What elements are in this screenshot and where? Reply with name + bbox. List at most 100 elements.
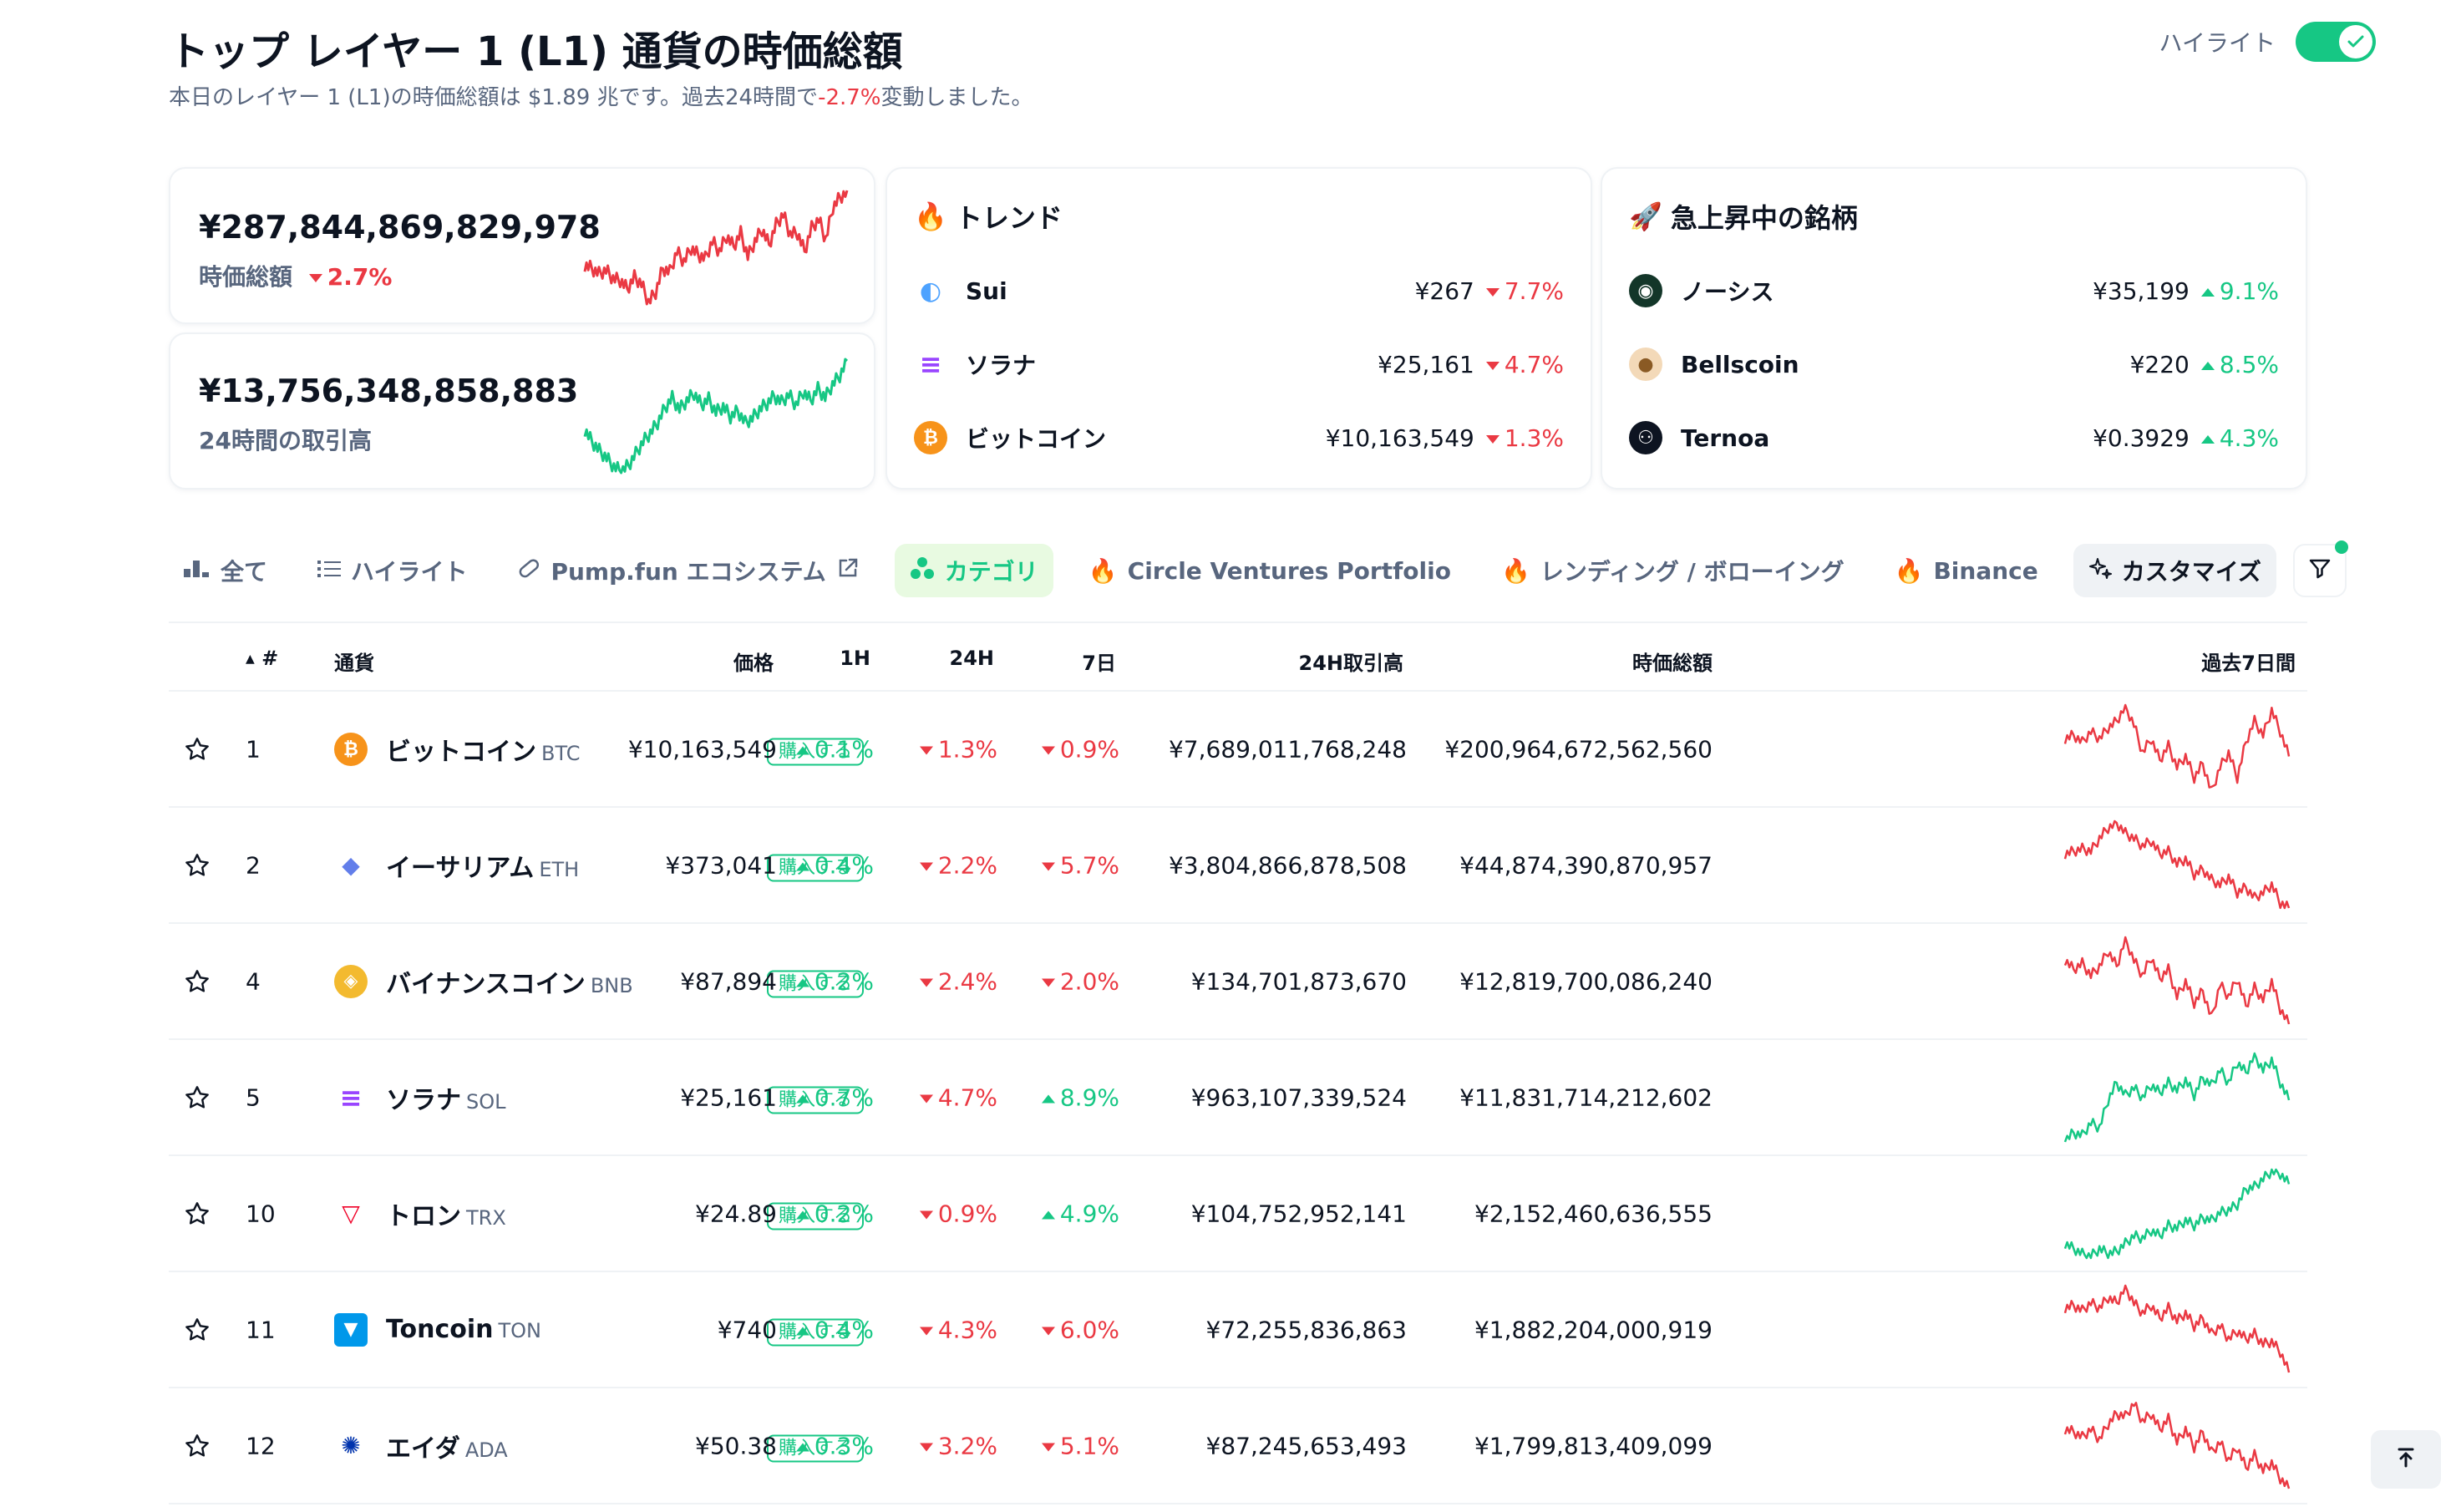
volume-column-header[interactable]: 24H取引高 [1298,652,1403,675]
tab-circle-ventures-label: Circle Ventures Portfolio [1127,556,1451,585]
caret-up-icon [2200,361,2215,370]
page-subtitle: 本日のレイヤー 1 (L1)の時価総額は $1.89 兆です。過去24時間で-2… [169,80,1033,111]
1h-change-value: 0.3% [814,1432,874,1459]
mcap-column-header[interactable]: 時価総額 [1632,652,1713,675]
table-row[interactable]: 5 ≡ ソラナ SOL 購入する ¥25,161 0.7% 4.7% 8.9% ¥963,107,… [169,1040,2307,1156]
watchlist-star-icon[interactable] [184,1433,211,1459]
name-column-header[interactable]: 通貨 [334,652,374,675]
rocket-icon: 🚀 [1629,200,1662,232]
watchlist-star-icon[interactable] [184,968,211,995]
watchlist-star-icon[interactable] [184,1200,211,1227]
coin-cell[interactable]: ✺ エイダ ADA [334,1428,508,1464]
scroll-to-top-button[interactable] [2371,1430,2441,1489]
ethereum-icon: ◆ [334,848,368,882]
solana-icon: ≡ [334,1080,368,1114]
24h-change: 2.4% [919,967,997,995]
trending-item[interactable]: ≡ ソラナ ¥25,161 4.7% [914,339,1564,389]
caret-up-icon [1041,1094,1055,1103]
volume-cell: ¥963,107,339,524 [1190,1083,1407,1111]
caret-up-icon [795,1327,809,1335]
trending-item-change: 1.3% [1485,424,1564,452]
caret-up-icon [2200,434,2215,444]
buy-button[interactable]: 購入する [767,738,865,765]
tab-pumpfun[interactable]: Pump.fun エコシステム [502,544,874,597]
7d-column-header[interactable]: 7日 [1082,652,1116,675]
table-row[interactable]: 11 ▼ Toncoin TON 購入する ¥740 0.4% 4.3% 6.0% ¥72,255… [169,1272,2307,1388]
filter-tabs: 全て ハイライト Pump.fun エコシステム カテゴリ 🔥 Circle V… [169,540,2348,600]
watchlist-star-icon[interactable] [184,1084,211,1111]
buy-button[interactable]: 購入する [767,1086,865,1114]
buy-button[interactable]: 購入する [767,1202,865,1230]
coin-cell[interactable]: ≡ ソラナ SOL [334,1079,506,1116]
mcap-cell: ¥12,819,700,086,240 [1459,967,1713,995]
watchlist-star-icon[interactable] [184,852,211,879]
filter-button[interactable] [2292,540,2348,597]
coin-cell[interactable]: ◈ バイナンスコイン BNB [334,963,633,1000]
rank-cell: 2 [246,851,261,879]
1h-change: 0.1% [795,735,874,763]
tab-highlights[interactable]: ハイライト [302,544,482,597]
1h-change: 0.2% [795,1200,874,1227]
tab-category[interactable]: カテゴリ [894,544,1053,597]
buy-button[interactable]: 購入する [767,1434,865,1462]
rank-cell: 12 [246,1432,276,1459]
market-cap-change-value: 2.7% [327,263,393,291]
1h-column-header[interactable]: 1H [840,647,870,670]
rank-column-header[interactable]: ▲ # [246,647,278,670]
table-row[interactable]: 12 ✺ エイダ ADA 購入する ¥50.38 0.3% 3.2% 5.1% ¥87,245,6… [169,1388,2307,1504]
price-cell: ¥24.89 [695,1200,777,1227]
mcap-cell: ¥1,882,204,000,919 [1474,1316,1713,1343]
coin-cell[interactable]: ▼ Toncoin TON [334,1312,541,1347]
tab-circle-ventures[interactable]: 🔥 Circle Ventures Portfolio [1073,544,1466,597]
gainer-item[interactable]: ⚇ Ternoa ¥0.3929 4.3% [1629,413,2279,463]
buy-button[interactable]: 購入する [767,970,865,997]
fire-icon: 🔥 [1500,556,1530,585]
category-icon [910,556,935,586]
bar-chart-icon [184,557,211,585]
gainer-item[interactable]: ◉ ノーシス ¥35,199 9.1% [1629,266,2279,316]
caret-up-icon [795,862,809,870]
gainer-item[interactable]: ● Bellscoin ¥220 8.5% [1629,339,2279,389]
24h-change: 2.2% [919,851,997,879]
coin-symbol: ETH [539,857,580,881]
fire-icon: 🔥 [1894,556,1924,585]
table-header: ▲ # 通貨 価格 1H 24H 7日 24H取引高 時価総額 過去7日間 [169,622,2307,692]
table-row[interactable]: 1 ₿ ビットコイン BTC 購入する ¥10,163,549 0.1% 1.3% 0.9% ¥7… [169,692,2307,808]
table-row[interactable]: 10 ▽ トロン TRX 購入する ¥24.89 0.2% 0.9% 4.9% ¥104,752,… [169,1156,2307,1272]
market-cap-sparkline [583,190,849,306]
tab-lending-label: レンディング / ボローイング [1540,558,1845,586]
coin-cell[interactable]: ◆ イーサリアム ETH [334,847,579,884]
watchlist-star-icon[interactable] [184,736,211,763]
tab-binance[interactable]: 🔥 Binance [1880,544,2053,597]
tab-pumpfun-label: Pump.fun エコシステム [551,558,826,586]
coin-cell[interactable]: ▽ トロン TRX [334,1195,506,1232]
trending-item-change-value: 7.7% [1504,277,1564,305]
table-row[interactable]: 2 ◆ イーサリアム ETH 購入する ¥373,041 0.4% 2.2% 5.7% ¥3,80… [169,808,2307,924]
24h-column-header[interactable]: 24H [949,647,994,670]
market-cap-label-row: 時価総額 2.7% [199,259,392,292]
price-cell: ¥740 [717,1316,777,1343]
rank-header-label: # [261,647,279,670]
customize-button[interactable]: カスタマイズ [2073,544,2276,597]
coin-cell[interactable]: ₿ ビットコイン BTC [334,731,580,768]
volume-cell: ¥134,701,873,670 [1190,967,1407,995]
rank-cell: 5 [246,1083,261,1111]
gainer-item-change: 9.1% [2200,277,2279,305]
ternoa-icon: ⚇ [1629,421,1662,454]
caret-down-icon [1041,746,1055,754]
1h-change-value: 0.1% [814,735,874,763]
highlight-toggle[interactable] [2296,22,2376,62]
trending-item-change-value: 1.3% [1504,424,1564,452]
trending-item[interactable]: ₿ ビットコイン ¥10,163,549 1.3% [914,413,1564,463]
table-row[interactable]: 4 ◈ バイナンスコイン BNB 購入する ¥87,894 0.2% 2.4% 2.0% ¥134… [169,924,2307,1040]
24h-change-value: 3.2% [937,1432,997,1459]
tab-lending[interactable]: 🔥 レンディング / ボローイング [1486,544,1860,597]
coin-symbol: SOL [466,1089,506,1114]
buy-button[interactable]: 購入する [767,854,865,881]
tab-all[interactable]: 全て [169,544,282,597]
price-cell: ¥373,041 [665,851,777,879]
price-column-header[interactable]: 価格 [733,652,774,675]
trending-item[interactable]: ◐ Sui ¥267 7.7% [914,266,1564,316]
watchlist-star-icon[interactable] [184,1317,211,1343]
buy-button[interactable]: 購入する [767,1318,865,1346]
